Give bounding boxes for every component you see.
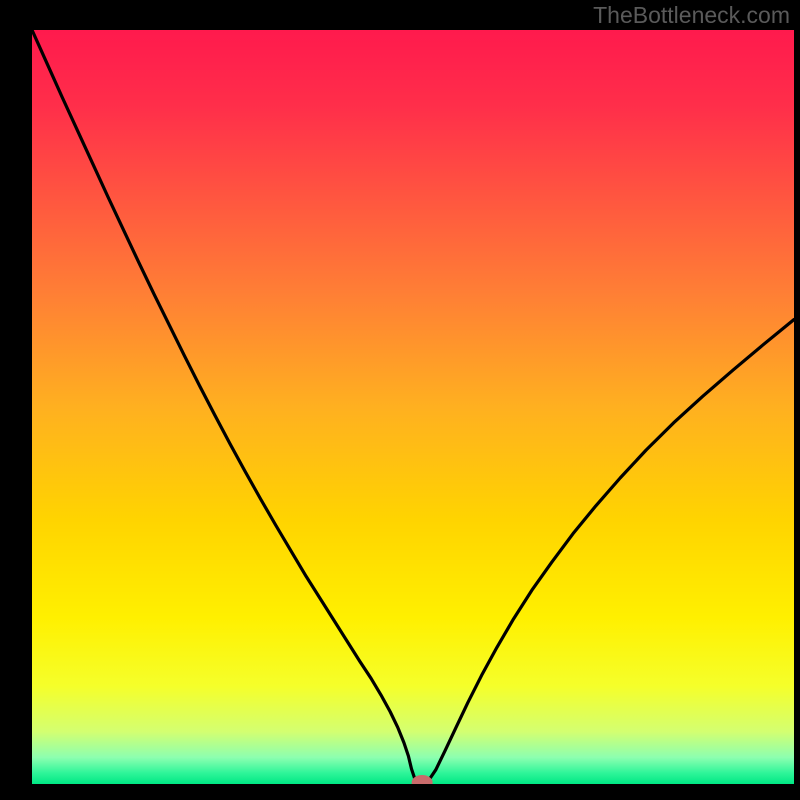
bottleneck-chart-svg — [0, 0, 800, 800]
plot-background — [32, 30, 794, 784]
chart-container: TheBottleneck.com — [0, 0, 800, 800]
watermark-text: TheBottleneck.com — [593, 2, 790, 29]
